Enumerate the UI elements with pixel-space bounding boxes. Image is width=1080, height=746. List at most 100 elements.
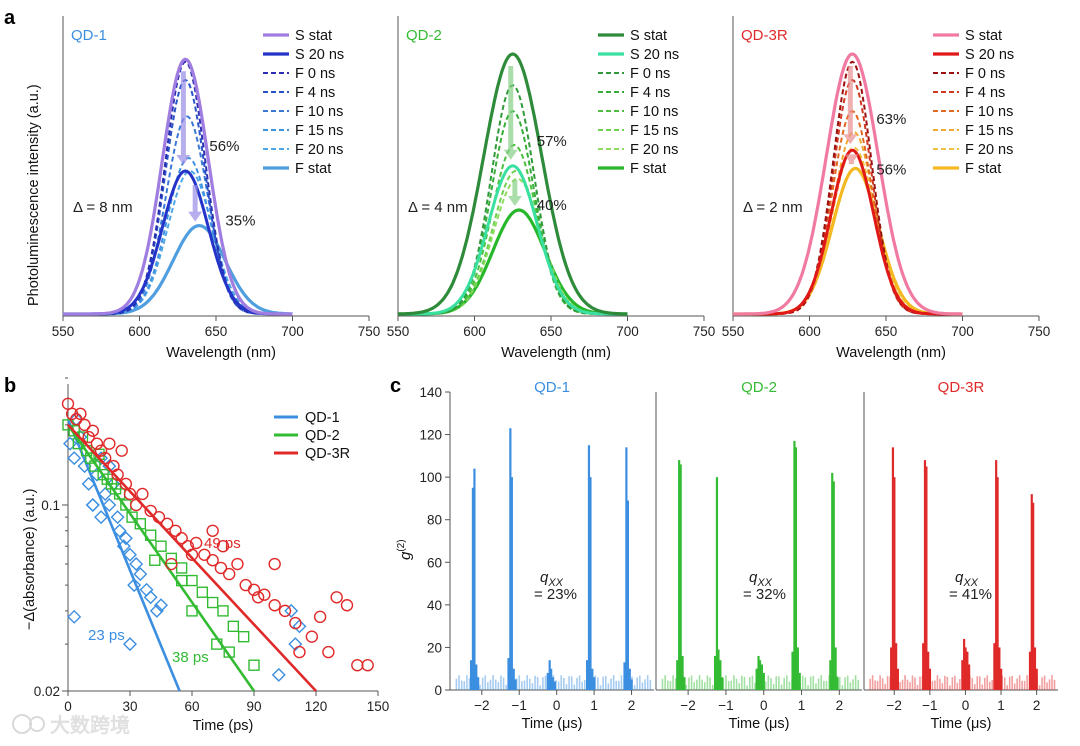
- percent-upper: 56%: [209, 138, 239, 155]
- bar-background: [1016, 678, 1018, 690]
- bar: [1035, 668, 1038, 690]
- bar: [553, 681, 557, 690]
- bar-background: [560, 675, 563, 690]
- y-axis-label: −Δ(absorbance) (a.u.): [22, 489, 38, 630]
- x-axis-label: Wavelength (nm): [166, 345, 276, 361]
- data-point: [175, 532, 188, 545]
- bar-background: [946, 676, 949, 690]
- data-point: [271, 667, 286, 682]
- bar-background: [978, 676, 981, 690]
- subplot-qd-1: 550 600 650 700 750 Wavelength (nm) QD-1 56% 35%…: [52, 16, 380, 361]
- curve-f-stat: [62, 224, 293, 316]
- bar-background: [817, 678, 820, 690]
- bar-background: [986, 675, 989, 690]
- data-point: [268, 599, 281, 612]
- data-point: [186, 574, 198, 587]
- bar-background: [812, 675, 815, 690]
- bar-background: [876, 681, 879, 690]
- bar: [1033, 647, 1037, 690]
- bar-background: [846, 675, 849, 690]
- y-tick-label: 60: [427, 555, 442, 570]
- arrow-head-upper: [176, 155, 191, 165]
- legend-label: F 10 ns: [965, 104, 1013, 120]
- percent-lower: 35%: [225, 213, 255, 230]
- bar-background: [599, 685, 602, 690]
- legend-label: F 0 ns: [295, 66, 335, 82]
- bar: [625, 447, 628, 690]
- bar: [509, 428, 512, 690]
- bar-background: [823, 680, 825, 690]
- bar: [721, 677, 724, 690]
- curve-f-15-ns: [398, 170, 628, 315]
- curve-s-stat: [397, 52, 628, 316]
- data-point: [94, 444, 108, 457]
- bar-background: [916, 684, 919, 690]
- bar: [591, 668, 594, 690]
- data-point: [149, 603, 164, 618]
- x-tick-label: −2: [474, 698, 489, 713]
- legend-label: F 4 ns: [965, 85, 1005, 101]
- bar-background: [941, 683, 944, 690]
- bar: [755, 668, 758, 690]
- bar: [831, 472, 834, 690]
- bar-background: [959, 679, 961, 690]
- data-point: [268, 557, 281, 571]
- bar-background: [669, 681, 672, 690]
- bar-background: [1013, 683, 1016, 690]
- bar-background: [854, 675, 857, 690]
- legend-label: F 0 ns: [630, 66, 670, 82]
- bar-background: [573, 684, 576, 690]
- curve-s-20-ns: [63, 169, 293, 316]
- curve-f-0-ns: [63, 60, 293, 315]
- bar-background: [828, 675, 830, 690]
- bar: [514, 679, 517, 690]
- bar-background: [615, 680, 618, 690]
- bar: [1032, 502, 1035, 690]
- bar-background: [664, 675, 666, 690]
- curve-s-20-ns: [398, 164, 628, 316]
- panel-letter-b: b: [4, 375, 16, 397]
- x-tick-label: 150: [367, 699, 390, 714]
- bar: [717, 649, 720, 690]
- curve-f-20-ns: [63, 170, 293, 315]
- data-point: [231, 557, 244, 571]
- data-point: [196, 586, 209, 598]
- bar-background: [489, 679, 492, 690]
- bar-background: [951, 677, 954, 690]
- bar: [995, 460, 998, 690]
- y-tick-label: 0: [434, 683, 442, 698]
- bar-background: [646, 675, 649, 690]
- legend-label: F 0 ns: [965, 66, 1005, 82]
- data-point: [86, 424, 100, 437]
- q-label-sub: XX: [547, 577, 563, 589]
- watermark-text: 大数跨境: [50, 713, 130, 737]
- y-tick-label: 80: [427, 513, 442, 528]
- bar-background: [458, 675, 460, 690]
- bar: [507, 658, 510, 690]
- bar-background: [570, 676, 573, 690]
- bar-background: [931, 681, 934, 690]
- bar-background: [901, 679, 904, 690]
- subplot-name: QD-1: [71, 27, 107, 44]
- data-point: [63, 436, 78, 451]
- bar: [890, 647, 893, 690]
- subplot-qd-2: 550 600 650 700 750 Wavelength (nm) QD-2 57% 40%…: [387, 16, 715, 361]
- data-point: [94, 510, 109, 525]
- series-qd-2: [62, 419, 260, 692]
- data-point: [133, 567, 148, 582]
- bar-background: [909, 682, 911, 690]
- q-label-sub: XX: [756, 577, 772, 589]
- bar-background: [741, 675, 743, 690]
- bar: [793, 440, 796, 690]
- bar-background: [1018, 675, 1021, 690]
- bar-background: [487, 682, 489, 690]
- curve-s-stat: [732, 52, 963, 316]
- data-point: [293, 645, 306, 659]
- bar-background: [584, 679, 586, 690]
- bar-background: [944, 675, 946, 690]
- data-point: [78, 418, 91, 432]
- bar: [589, 477, 592, 690]
- bar-background: [497, 682, 500, 690]
- x-tick-label: −1: [718, 698, 733, 713]
